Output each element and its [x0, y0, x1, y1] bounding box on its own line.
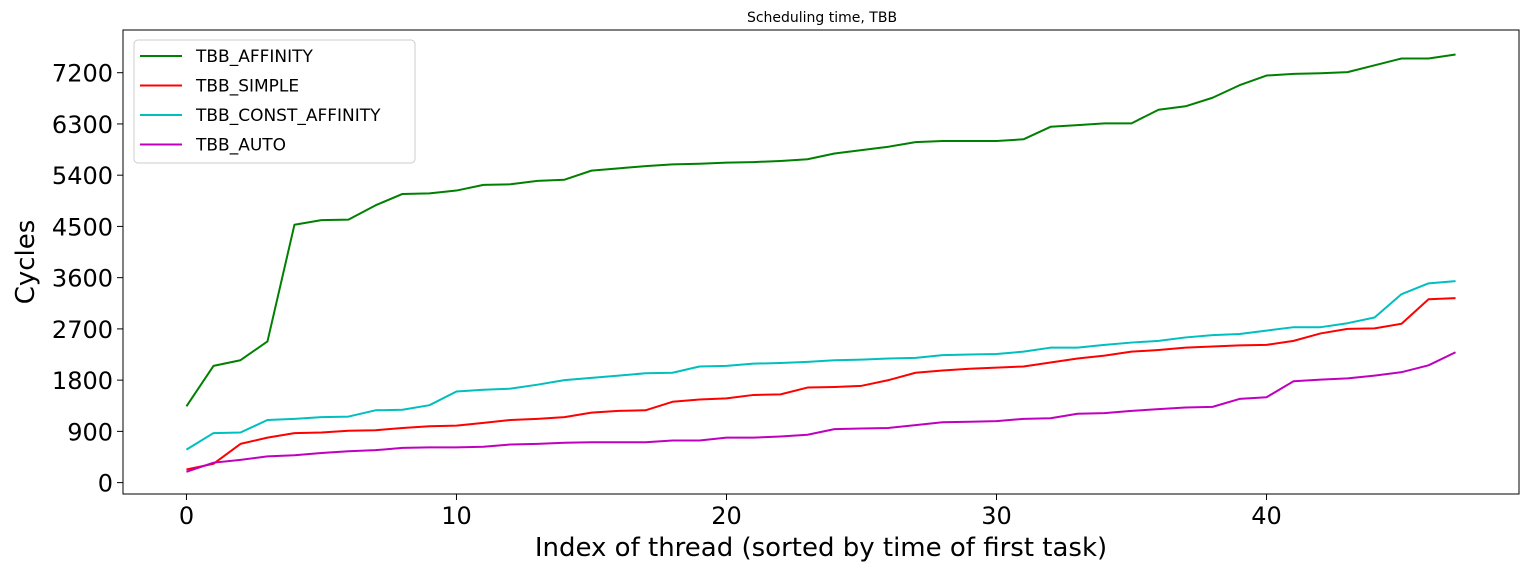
y-tick-label: 1800 — [52, 367, 113, 395]
x-tick-label: 40 — [1251, 502, 1282, 530]
chart-title: Scheduling time, TBB — [747, 10, 897, 26]
series-line-0 — [185, 53, 1456, 407]
x-tick-label: 10 — [441, 502, 472, 530]
plot-frame — [122, 29, 1520, 495]
legend-label-0: TBB_AFFINITY — [195, 47, 314, 67]
plot-lines — [185, 53, 1456, 473]
x-axis-label: Index of thread (sorted by time of first… — [535, 533, 1107, 563]
legend-label-1: TBB_SIMPLE — [195, 77, 299, 97]
x-tick-label: 30 — [981, 502, 1012, 530]
x-tick-label: 20 — [711, 502, 742, 530]
y-tick-label: 6300 — [52, 111, 113, 139]
y-axis-label: Cycles — [11, 220, 41, 305]
y-tick-label: 5400 — [52, 162, 113, 190]
legend-box — [133, 39, 416, 164]
y-tick-label: 0 — [98, 470, 113, 498]
legend: TBB_AFFINITY TBB_SIMPLE TBB_CONST_AFFINITY… — [133, 39, 416, 164]
series-line-1 — [186, 297, 1456, 471]
series-line-3 — [186, 351, 1456, 473]
y-axis-ticks: 0 900 1800 2700 3600 4500 5400 6300 7200 — [52, 60, 123, 498]
y-tick-label: 7200 — [52, 60, 113, 88]
y-tick-label: 3600 — [52, 265, 113, 293]
legend-label-2: TBB_CONST_AFFINITY — [195, 106, 381, 126]
x-tick-label: 0 — [179, 502, 194, 530]
legend-label-3: TBB_AUTO — [195, 136, 286, 156]
y-tick-label: 900 — [67, 418, 113, 446]
y-tick-label: 2700 — [52, 316, 113, 344]
series-line-2 — [185, 280, 1456, 451]
y-tick-label: 4500 — [52, 213, 113, 241]
x-axis-ticks: 0 10 20 30 40 — [179, 494, 1282, 530]
